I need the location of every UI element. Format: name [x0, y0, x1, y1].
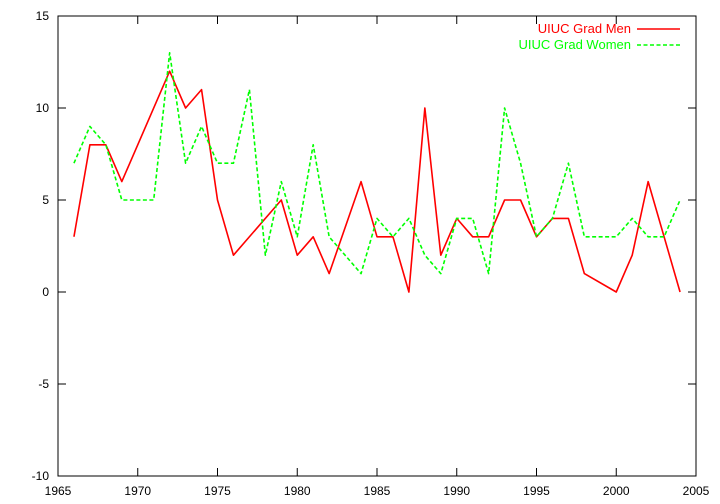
x-tick-label: 1975: [204, 484, 231, 498]
x-tick-label: 1995: [523, 484, 550, 498]
y-tick-label: 0: [42, 285, 49, 299]
legend-label: UIUC Grad Men: [538, 21, 631, 36]
x-tick-label: 1970: [124, 484, 151, 498]
y-tick-label: 10: [36, 101, 50, 115]
x-tick-label: 1985: [364, 484, 391, 498]
series-line-uiuc-grad-men: [73, 70, 681, 293]
y-tick-label: 5: [42, 193, 49, 207]
x-tick-label: 2000: [603, 484, 630, 498]
y-tick-label: 15: [36, 9, 50, 23]
plot-frame: [57, 15, 697, 477]
axis-ticks: 1965 1970 1975 1980 1985 1990 1995 2000 2005 -10 -…: [32, 9, 710, 498]
y-tick-label: -5: [38, 377, 49, 391]
x-tick-label: 1965: [45, 484, 72, 498]
legend-label: UIUC Grad Women: [519, 37, 631, 52]
x-tick-label: 1990: [443, 484, 470, 498]
series-lines: [73, 51, 681, 293]
series-line-uiuc-grad-women: [73, 51, 681, 275]
x-tick-label: 2005: [683, 484, 710, 498]
x-tick-label: 1980: [284, 484, 311, 498]
y-tick-label: -10: [32, 469, 50, 483]
